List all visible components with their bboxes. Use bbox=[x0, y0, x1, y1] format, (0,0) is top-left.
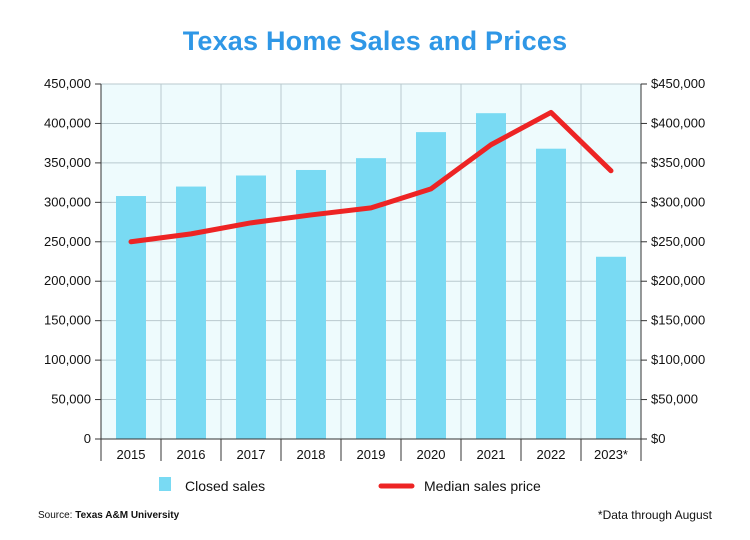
left-axis-tick-label: 0 bbox=[84, 431, 91, 446]
closed-sales-bar bbox=[476, 113, 506, 439]
footnote: *Data through August bbox=[597, 508, 712, 522]
closed-sales-bar bbox=[536, 148, 566, 439]
x-axis-tick-label: 2021 bbox=[477, 447, 506, 462]
left-axis-tick-label: 200,000 bbox=[44, 273, 91, 288]
legend-closed-sales-label: Closed sales bbox=[185, 478, 265, 494]
source-label: Source: bbox=[38, 510, 73, 521]
closed-sales-bar bbox=[176, 186, 206, 439]
x-axis-tick-label: 2016 bbox=[177, 447, 206, 462]
right-axis-tick-label: $50,000 bbox=[651, 392, 698, 407]
left-axis-tick-label: 450,000 bbox=[44, 76, 91, 91]
closed-sales-bar bbox=[236, 175, 266, 439]
x-axis-tick-label: 2018 bbox=[297, 447, 326, 462]
left-axis-tick-label: 150,000 bbox=[44, 313, 91, 328]
legend-closed-sales-swatch bbox=[159, 477, 171, 491]
closed-sales-bar bbox=[116, 196, 146, 439]
left-axis-tick-label: 300,000 bbox=[44, 194, 91, 209]
right-axis-tick-label: $350,000 bbox=[651, 155, 705, 170]
left-axis-tick-label: 250,000 bbox=[44, 234, 91, 249]
source-credit: Source: Texas A&M University bbox=[38, 510, 179, 521]
right-axis-tick-label: $150,000 bbox=[651, 313, 705, 328]
left-axis-tick-label: 350,000 bbox=[44, 155, 91, 170]
right-axis-tick-label: $0 bbox=[651, 431, 665, 446]
x-axis-tick-label: 2017 bbox=[237, 447, 266, 462]
left-axis-tick-label: 50,000 bbox=[51, 392, 91, 407]
x-axis-tick-label: 2020 bbox=[417, 447, 446, 462]
right-axis-tick-label: $400,000 bbox=[651, 115, 705, 130]
legend-median-sales-price-label: Median sales price bbox=[424, 478, 541, 494]
right-axis-tick-label: $450,000 bbox=[651, 76, 705, 91]
closed-sales-bar bbox=[596, 256, 626, 439]
right-axis-tick-label: $250,000 bbox=[651, 234, 705, 249]
source-name: Texas A&M University bbox=[75, 510, 180, 521]
right-axis-tick-label: $100,000 bbox=[651, 352, 705, 367]
closed-sales-bar bbox=[356, 158, 386, 439]
x-axis-tick-label: 2015 bbox=[117, 447, 146, 462]
x-axis-tick-label: 2023* bbox=[594, 447, 628, 462]
right-axis-tick-label: $200,000 bbox=[651, 273, 705, 288]
left-axis-tick-label: 100,000 bbox=[44, 352, 91, 367]
right-axis-tick-label: $300,000 bbox=[651, 194, 705, 209]
x-axis-tick-label: 2022 bbox=[537, 447, 566, 462]
closed-sales-bar bbox=[296, 169, 326, 439]
left-axis-tick-label: 400,000 bbox=[44, 115, 91, 130]
chart-title: Texas Home Sales and Prices bbox=[182, 26, 568, 56]
x-axis-tick-label: 2019 bbox=[357, 447, 386, 462]
